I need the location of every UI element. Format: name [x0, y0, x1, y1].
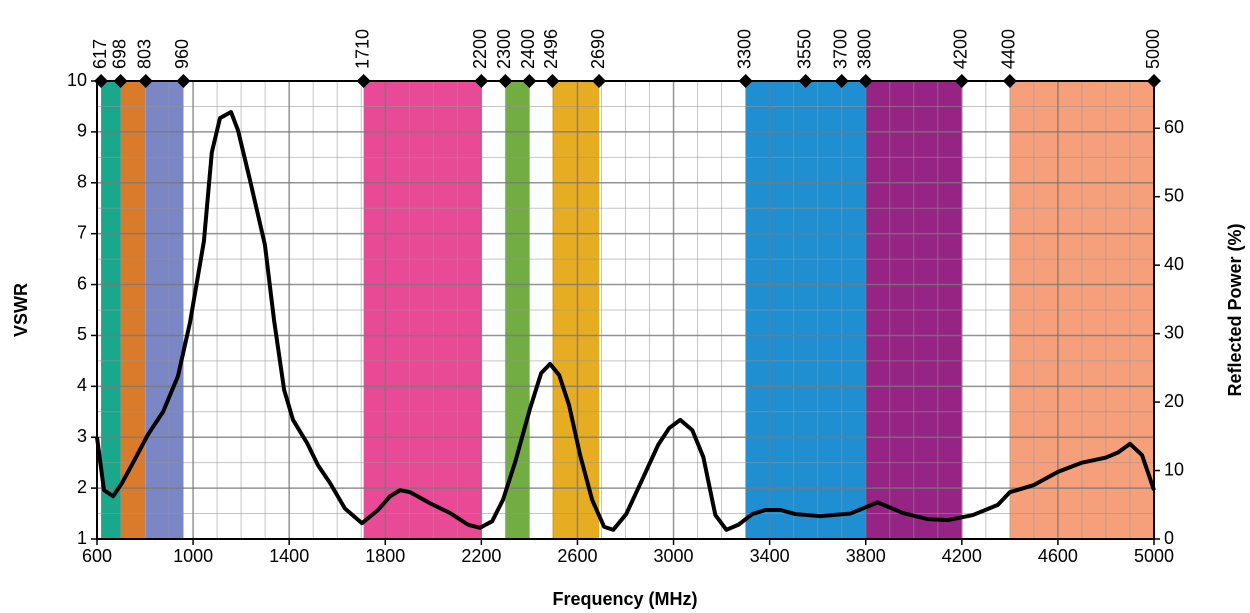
x-tick-label: 1000 — [173, 546, 213, 566]
y2-tick-label: 50 — [1164, 185, 1184, 205]
y-tick-label: 10 — [67, 70, 87, 90]
band-edge-marker — [954, 74, 969, 88]
x-tick-label: 600 — [82, 546, 112, 566]
band-edge-marker — [176, 74, 191, 88]
band-edge-marker — [1147, 74, 1161, 88]
top-tick-label: 2496 — [541, 29, 561, 69]
top-tick-label: 698 — [109, 39, 129, 69]
top-tick-label: 3550 — [794, 29, 814, 69]
band-edge-marker — [798, 74, 813, 88]
top-tick-label: 4400 — [999, 29, 1019, 69]
y-tick-label: 2 — [77, 477, 87, 497]
y2-tick-label: 20 — [1164, 391, 1184, 411]
x-tick-label: 2600 — [557, 546, 597, 566]
top-tick-label: 3700 — [830, 29, 850, 69]
band-edge-marker — [545, 74, 560, 88]
x-tick-label: 1800 — [365, 546, 405, 566]
band-edge-marker — [138, 74, 153, 88]
y2-tick-label: 10 — [1164, 459, 1184, 479]
y-tick-label: 1 — [77, 528, 87, 548]
top-tick-label: 960 — [172, 39, 192, 69]
x-tick-label: 2200 — [461, 546, 501, 566]
x-tick-label: 4200 — [942, 546, 982, 566]
top-tick-label: 2300 — [494, 29, 514, 69]
band-edge-marker — [356, 74, 371, 88]
band-edge-marker — [474, 74, 489, 88]
band-edge-marker — [858, 74, 873, 88]
y-axis-label: VSWR — [11, 283, 31, 337]
top-tick-label: 3800 — [854, 29, 874, 69]
x-tick-label: 5000 — [1134, 546, 1174, 566]
band-edge-marker — [94, 74, 109, 88]
x-tick-label: 1400 — [269, 546, 309, 566]
top-tick-label: 5000 — [1143, 29, 1163, 69]
x-tick-label: 4600 — [1038, 546, 1078, 566]
x-tick-label: 3800 — [846, 546, 886, 566]
top-tick-label: 2690 — [588, 29, 608, 69]
top-tick-label: 617 — [90, 39, 110, 69]
band-edge-marker — [738, 74, 753, 88]
y-tick-label: 6 — [77, 273, 87, 293]
top-tick-label: 2400 — [518, 29, 538, 69]
y2-tick-label: 30 — [1164, 322, 1184, 342]
y2-tick-label: 0 — [1164, 528, 1174, 548]
y-tick-label: 4 — [77, 375, 87, 395]
band-edge-marker — [1002, 74, 1017, 88]
y-tick-label: 7 — [77, 222, 87, 242]
y-tick-label: 9 — [77, 121, 87, 141]
band-edge-marker — [113, 74, 128, 88]
band-edge-marker — [522, 74, 537, 88]
x-axis-label: Frequency (MHz) — [552, 589, 697, 609]
band-edge-marker — [592, 74, 607, 88]
band-edge-marker — [498, 74, 513, 88]
top-tick-label: 3300 — [734, 29, 754, 69]
y-tick-label: 8 — [77, 172, 87, 192]
x-tick-label: 3400 — [750, 546, 790, 566]
y-tick-label: 3 — [77, 426, 87, 446]
y-tick-label: 5 — [77, 324, 87, 344]
y2-tick-label: 60 — [1164, 117, 1184, 137]
y2-tick-label: 40 — [1164, 254, 1184, 274]
top-tick-label: 1710 — [352, 29, 372, 69]
y2-axis-label: Reflected Power (%) — [1225, 223, 1245, 396]
x-tick-label: 3000 — [654, 546, 694, 566]
vswr-line — [95, 110, 1156, 532]
band-edge-marker — [834, 74, 849, 88]
top-tick-label: 2200 — [470, 29, 490, 69]
top-tick-label: 4200 — [951, 29, 971, 69]
top-tick-label: 803 — [135, 39, 155, 69]
